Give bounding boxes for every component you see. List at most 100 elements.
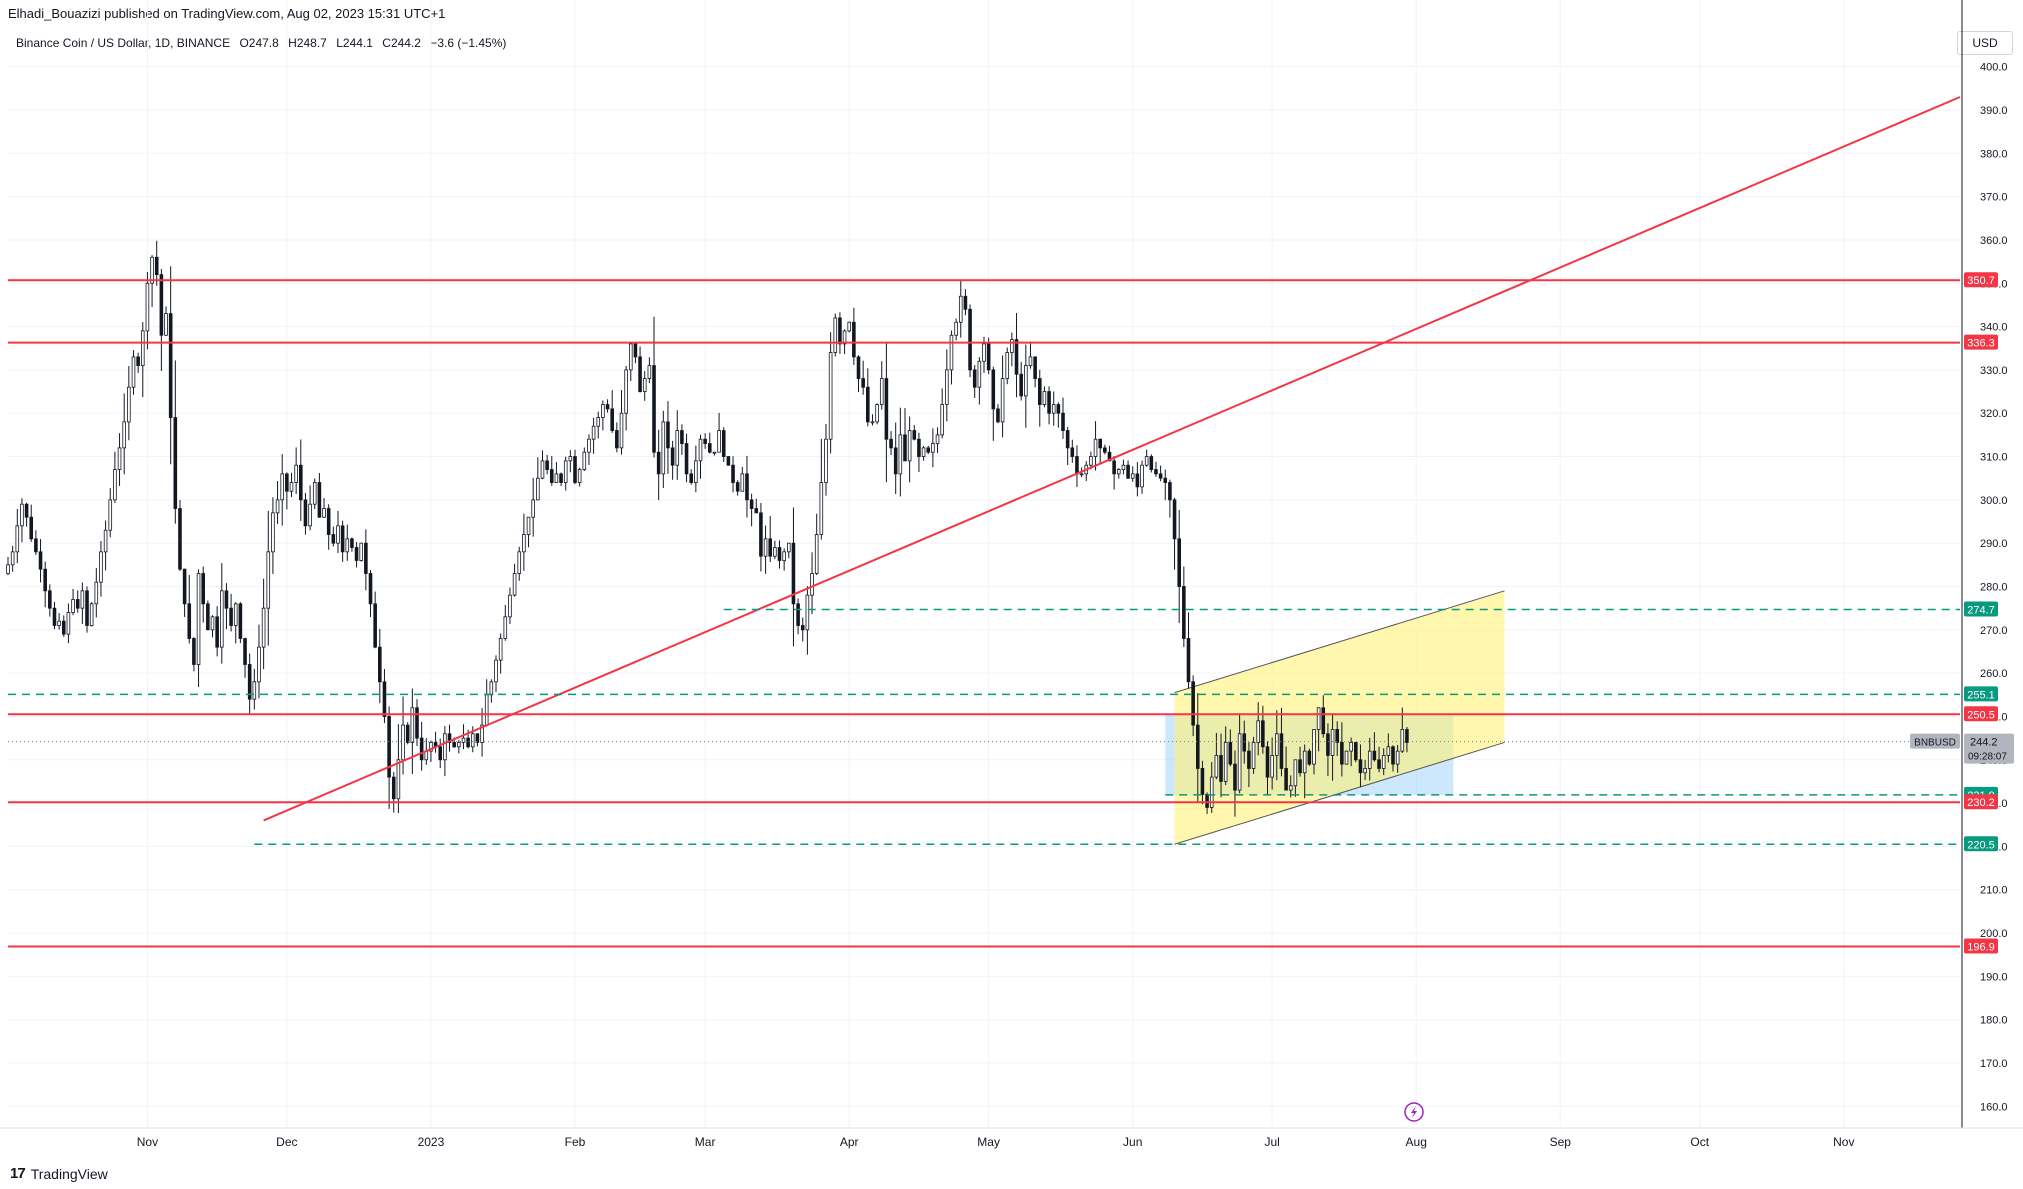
candle-up (675, 430, 680, 466)
candle-up (1381, 755, 1386, 769)
candle-down (1279, 733, 1284, 769)
candle-down (299, 464, 303, 501)
candle-up (512, 573, 517, 596)
candle-down (652, 365, 656, 453)
candle-up (443, 733, 447, 761)
candle-up (601, 404, 605, 418)
candle-down (768, 538, 773, 557)
candle-up (1042, 391, 1047, 405)
y-tick-label: 190.0 (1980, 971, 2008, 983)
x-tick-label: Apr (840, 1135, 859, 1149)
candle-down (43, 568, 47, 592)
currency-button[interactable]: USD (1957, 31, 2013, 55)
candle-down (238, 603, 243, 639)
price-label-bg (1964, 272, 1998, 288)
candle-up (898, 434, 903, 475)
candle-up (954, 321, 958, 336)
y-tick-label: 270.0 (1980, 625, 2008, 637)
countdown-text: 09:28:07 (1968, 752, 2007, 763)
candle-up (1223, 742, 1228, 782)
candle-up (540, 460, 545, 479)
symbol-title[interactable]: Binance Coin / US Dollar, 1D, BINANCE (16, 36, 231, 50)
candle-up (280, 473, 285, 501)
candle-down (749, 499, 754, 509)
x-tick-label: Feb (565, 1135, 586, 1149)
candle-down (447, 733, 452, 743)
candle-up (526, 516, 531, 535)
candle-down (1200, 768, 1205, 795)
trend-line (263, 96, 1961, 822)
candle-down (972, 369, 977, 388)
publisher-line: Elhadi_Bouazizi published on TradingView… (8, 6, 446, 21)
price-label-bg (1964, 938, 1998, 954)
candle-down (1019, 373, 1023, 397)
close-label: C (382, 36, 391, 50)
candle-up (345, 538, 350, 553)
y-tick-label: 180.0 (1980, 1015, 2008, 1027)
candle-down (387, 716, 391, 778)
candle-down (350, 538, 354, 548)
symbol-legend: Binance Coin / US Dollar, 1D, BINANCE O2… (16, 36, 506, 50)
candle-up (66, 612, 71, 635)
candle-down (48, 590, 52, 609)
candle-down (378, 646, 382, 683)
candle-up (508, 594, 512, 618)
candle-down (215, 616, 219, 648)
candle-down (689, 473, 693, 483)
candle-down (610, 408, 614, 431)
candle-down (405, 724, 410, 743)
x-tick-label: May (977, 1135, 1000, 1149)
candle-down (707, 443, 712, 453)
candle-up (717, 430, 721, 453)
candle-up (1024, 365, 1028, 397)
candle-up (308, 503, 312, 527)
candle-up (805, 594, 810, 631)
symbol-tag-text: BNBUSD (1914, 738, 1956, 749)
candle-down (1112, 460, 1116, 475)
candle-up (833, 317, 838, 353)
candle-down (1172, 499, 1177, 540)
candle-up (396, 759, 401, 800)
candle-down (1075, 456, 1079, 475)
candle-up (1130, 473, 1135, 479)
candle-up (10, 551, 15, 566)
candle-down (1056, 404, 1061, 414)
y-tick-label: 160.0 (1980, 1101, 2008, 1113)
candle-up (461, 737, 466, 743)
candle-up (252, 681, 257, 700)
x-tick-label: Nov (1833, 1135, 1854, 1149)
price-label-bg (1964, 794, 1998, 810)
candle-down (745, 473, 749, 501)
candle-down (1177, 538, 1181, 587)
candle-up (1000, 378, 1005, 423)
candle-down (1391, 746, 1395, 765)
tradingview-branding[interactable]: 17 TradingView (10, 1165, 108, 1182)
candle-down (1135, 473, 1140, 488)
tradingview-name: TradingView (30, 1165, 108, 1182)
candle-down (549, 469, 554, 483)
candle-up (977, 360, 982, 388)
candle-down (182, 568, 187, 605)
candle-up (875, 404, 879, 423)
candle-down (1061, 412, 1065, 431)
candle-down (884, 378, 889, 440)
candle-down (861, 378, 865, 388)
candle-up (103, 529, 108, 553)
lightning-bolt (1411, 1106, 1417, 1118)
candle-down (1163, 477, 1168, 483)
candle-up (359, 542, 364, 561)
candle-down (1242, 733, 1247, 752)
candle-up (289, 482, 294, 492)
candle-down (1107, 451, 1112, 462)
candle-down (791, 542, 796, 605)
candle-down (1354, 742, 1358, 761)
candle-up (619, 412, 624, 449)
candle-down (545, 460, 549, 470)
candle-up (457, 742, 461, 748)
channel-fill (1174, 590, 1505, 845)
y-tick-label: 360.0 (1980, 235, 2008, 247)
y-tick-label: 310.0 (1980, 452, 2008, 464)
candle-down (475, 733, 480, 743)
candle-down (1405, 729, 1409, 743)
